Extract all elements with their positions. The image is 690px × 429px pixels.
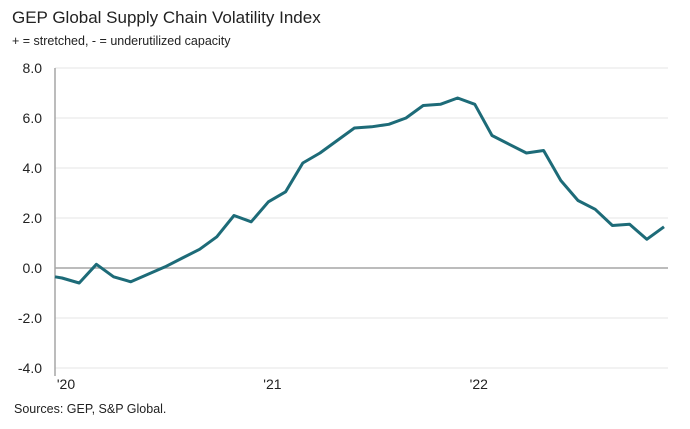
y-tick-label: 2.0 xyxy=(23,210,43,226)
y-tick-label: 8.0 xyxy=(23,60,43,76)
y-tick-label: -4.0 xyxy=(18,360,42,376)
x-tick-label: '21 xyxy=(263,376,281,392)
y-tick-label: 4.0 xyxy=(23,160,43,176)
series-line xyxy=(54,96,665,285)
y-tick-label: -2.0 xyxy=(18,310,42,326)
chart-subtitle: + = stretched, - = underutilized capacit… xyxy=(12,34,231,48)
x-tick-label: '22 xyxy=(470,376,488,392)
x-tick-label: '20 xyxy=(57,376,75,392)
y-tick-label: 0.0 xyxy=(23,260,43,276)
y-tick-label: 6.0 xyxy=(23,110,43,126)
chart-title: GEP Global Supply Chain Volatility Index xyxy=(12,8,321,27)
chart-source: Sources: GEP, S&P Global. xyxy=(14,402,167,416)
